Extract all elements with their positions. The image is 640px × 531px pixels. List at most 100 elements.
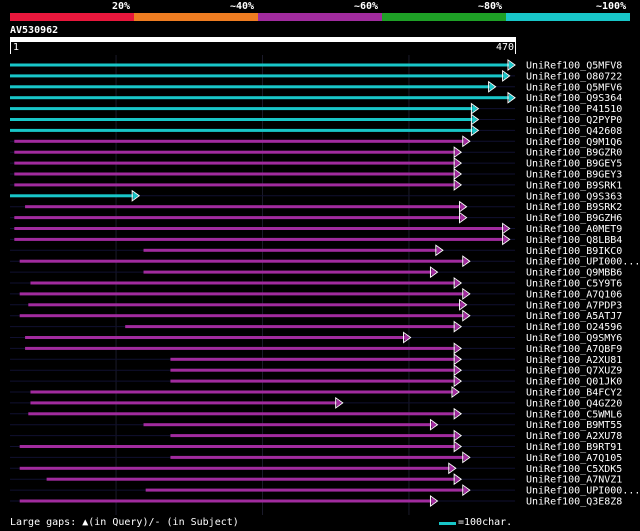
footer: Large gaps: ▲(in Query)/‐ (in Subject) =… <box>0 515 640 531</box>
hit-name[interactable]: UniRef100_B9SRK2 <box>526 202 622 213</box>
hit-name[interactable]: UniRef100_B9GEY5 <box>526 159 622 170</box>
hit-name[interactable]: UniRef100_A2XU81 <box>526 355 622 366</box>
hit-row[interactable]: UniRef100_Q7XUZ9 <box>10 364 622 377</box>
hit-row[interactable]: UniRef100_A0MET9 <box>10 222 622 236</box>
hit-name[interactable]: UniRef100_Q9SMY6 <box>526 333 622 344</box>
hit-bar <box>14 237 504 241</box>
hit-row[interactable]: UniRef100_C5XDK5 <box>10 462 622 475</box>
hit-name[interactable]: UniRef100_C5Y9T6 <box>526 279 622 290</box>
hit-row[interactable]: UniRef100_UPI000... <box>10 484 640 497</box>
hit-row[interactable]: UniRef100_A7PDP3 <box>10 298 622 312</box>
hit-row[interactable]: UniRef100_Q9S364 <box>10 91 622 105</box>
hit-row[interactable]: UniRef100_A5ATJ7 <box>10 309 622 323</box>
hit-row[interactable]: UniRef100_C5Y9T6 <box>10 277 622 290</box>
hit-row[interactable]: UniRef100_Q9MBB6 <box>10 266 622 279</box>
hit-row[interactable]: UniRef100_Q9SMY6 <box>10 331 622 345</box>
hit-name[interactable]: UniRef100_Q3E8Z8 <box>526 497 622 508</box>
hit-arrow-fill <box>455 442 461 451</box>
hit-name[interactable]: UniRef100_C5XDK5 <box>526 464 622 475</box>
hit-row[interactable]: UniRef100_A7NVZ1 <box>10 473 622 486</box>
hit-name[interactable]: UniRef100_Q9MBB6 <box>526 268 622 279</box>
hit-name[interactable]: UniRef100_O80722 <box>526 71 622 82</box>
hit-row[interactable]: UniRef100_Q01JK0 <box>10 375 622 388</box>
hit-name[interactable]: UniRef100_Q01JK0 <box>526 377 622 388</box>
hit-row[interactable]: UniRef100_Q3E8Z8 <box>10 495 622 508</box>
hit-bar <box>19 292 464 296</box>
hit-row[interactable]: UniRef100_B9GZR0 <box>10 146 622 159</box>
hit-arrow-fill <box>404 333 410 342</box>
hit-name[interactable]: UniRef100_B4FCY2 <box>526 388 622 399</box>
hit-bar <box>10 63 509 67</box>
hit-row[interactable]: UniRef100_Q2PYP0 <box>10 113 622 127</box>
hit-arrow-fill <box>503 224 509 233</box>
hit-name[interactable]: UniRef100_A7Q106 <box>526 289 622 300</box>
hit-arrow-fill <box>455 148 461 157</box>
hit-name[interactable]: UniRef100_B9GZR0 <box>526 148 622 159</box>
hit-arrow-fill <box>455 366 461 375</box>
hit-name[interactable]: UniRef100_B9IKC0 <box>526 246 622 257</box>
hit-name[interactable]: UniRef100_Q7XUZ9 <box>526 366 622 377</box>
legend-segment-1 <box>10 13 134 21</box>
hit-name[interactable]: UniRef100_B9GZH6 <box>526 213 622 224</box>
hit-name[interactable]: UniRef100_Q5MFV8 <box>526 61 622 72</box>
hit-row[interactable]: UniRef100_Q9S363 <box>10 189 622 203</box>
hit-arrow-icon <box>459 200 468 213</box>
hit-row[interactable]: UniRef100_A7Q105 <box>10 451 622 464</box>
hit-row[interactable]: UniRef100_UPI000... <box>10 255 640 268</box>
hit-bar <box>25 205 461 209</box>
hit-row[interactable]: UniRef100_A7Q106 <box>10 287 622 301</box>
hit-row[interactable]: UniRef100_Q5MFV8 <box>10 59 622 72</box>
hit-name[interactable]: UniRef100_A7NVZ1 <box>526 475 622 486</box>
hit-name[interactable]: UniRef100_A2XU78 <box>526 431 622 442</box>
hit-name[interactable]: UniRef100_Q2PYP0 <box>526 115 622 126</box>
hit-name[interactable]: UniRef100_A7Q105 <box>526 453 622 464</box>
hit-name[interactable]: UniRef100_A5ATJ7 <box>526 311 622 322</box>
hit-name[interactable]: UniRef100_O24596 <box>526 322 622 333</box>
hit-arrow-icon <box>453 320 463 333</box>
hit-name[interactable]: UniRef100_Q8LBB4 <box>526 235 622 246</box>
hit-name[interactable]: UniRef100_Q42608 <box>526 126 622 137</box>
hit-row[interactable]: UniRef100_A2XU81 <box>10 353 622 366</box>
hit-row[interactable]: UniRef100_B9GEY3 <box>10 168 622 181</box>
hit-name[interactable]: UniRef100_B9MT55 <box>526 420 622 431</box>
hit-row[interactable]: UniRef100_B9SRK1 <box>10 178 622 192</box>
hit-name[interactable]: UniRef100_A7QBF9 <box>526 344 622 355</box>
query-bar <box>10 37 516 42</box>
hit-row[interactable]: UniRef100_B9MT55 <box>10 418 622 432</box>
hit-row[interactable]: UniRef100_C5WML6 <box>10 407 622 421</box>
hit-name[interactable]: UniRef100_P41510 <box>526 104 622 115</box>
hit-row[interactable]: UniRef100_O24596 <box>10 320 622 334</box>
hit-row[interactable]: UniRef100_B4FCY2 <box>10 386 622 399</box>
hit-row[interactable]: UniRef100_Q8LBB4 <box>10 233 622 246</box>
hit-row[interactable]: UniRef100_Q9M1Q6 <box>10 135 622 148</box>
hit-row[interactable]: UniRef100_B9GZH6 <box>10 211 622 225</box>
hit-row[interactable]: UniRef100_O80722 <box>10 69 622 83</box>
hit-row[interactable]: UniRef100_B9IKC0 <box>10 244 622 257</box>
hit-row[interactable]: UniRef100_B9RT91 <box>10 440 622 454</box>
hit-row[interactable]: UniRef100_Q5MFV6 <box>10 80 622 94</box>
hit-row[interactable]: UniRef100_B9GEY5 <box>10 157 622 170</box>
hit-name[interactable]: UniRef100_Q9S363 <box>526 191 622 202</box>
hit-arrow-icon <box>502 69 511 82</box>
hit-name[interactable]: UniRef100_UPI000... <box>526 257 640 268</box>
hit-name[interactable]: UniRef100_Q5MFV6 <box>526 82 622 93</box>
hit-row[interactable]: UniRef100_Q42608 <box>10 124 622 137</box>
hit-name[interactable]: UniRef100_Q9S364 <box>526 93 622 104</box>
hit-row[interactable]: UniRef100_A7QBF9 <box>10 342 622 355</box>
hit-name[interactable]: UniRef100_B9SRK1 <box>526 180 622 191</box>
hit-name[interactable]: UniRef100_B9RT91 <box>526 442 622 453</box>
hit-name[interactable]: UniRef100_B9GEY3 <box>526 170 622 181</box>
hit-arrow-icon <box>453 375 463 388</box>
hit-row[interactable]: UniRef100_Q4GZ20 <box>10 396 622 410</box>
hit-bar <box>143 423 432 427</box>
hit-name[interactable]: UniRef100_A7PDP3 <box>526 300 622 311</box>
hit-name[interactable]: UniRef100_Q4GZ20 <box>526 398 622 409</box>
hit-row[interactable]: UniRef100_P41510 <box>10 102 622 116</box>
hit-name[interactable]: UniRef100_UPI000... <box>526 486 640 497</box>
hit-name[interactable]: UniRef100_Q9M1Q6 <box>526 137 622 148</box>
hit-row[interactable]: UniRef100_A2XU78 <box>10 429 622 443</box>
hit-row[interactable]: UniRef100_B9SRK2 <box>10 200 622 214</box>
hit-name[interactable]: UniRef100_C5WML6 <box>526 409 622 420</box>
hit-arrow-fill <box>463 486 469 495</box>
hit-name[interactable]: UniRef100_A0MET9 <box>526 224 622 235</box>
